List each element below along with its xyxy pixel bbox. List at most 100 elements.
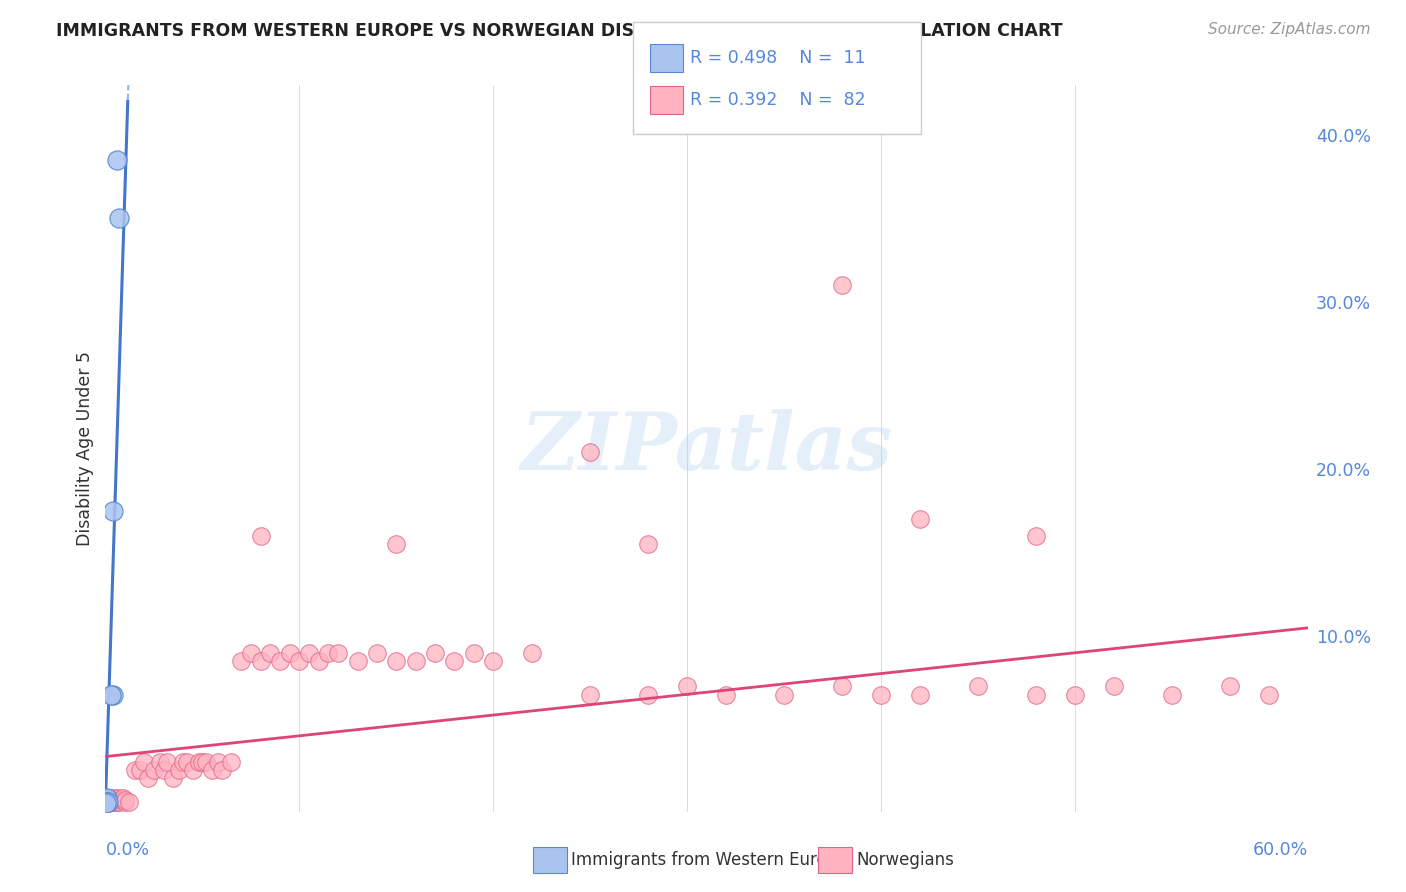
Point <box>98 795 121 809</box>
Point <box>637 688 659 702</box>
Point <box>100 791 122 805</box>
Point <box>105 153 128 167</box>
Point <box>96 795 118 809</box>
Point <box>162 772 184 786</box>
Point <box>1064 688 1087 702</box>
Text: Norwegians: Norwegians <box>856 851 955 869</box>
Point <box>181 763 204 777</box>
Point <box>118 795 141 809</box>
Point <box>114 795 136 809</box>
Point <box>105 793 128 807</box>
Point <box>176 755 198 769</box>
Point <box>870 688 893 702</box>
Point <box>366 646 388 660</box>
Text: Immigrants from Western Europe: Immigrants from Western Europe <box>571 851 848 869</box>
Point <box>278 646 301 660</box>
Point <box>1025 688 1047 702</box>
Point <box>96 793 118 807</box>
Point <box>96 793 118 807</box>
Point <box>221 755 243 769</box>
Point <box>134 755 156 769</box>
Point <box>98 793 121 807</box>
Point <box>443 654 465 668</box>
Point <box>326 646 349 660</box>
Text: 60.0%: 60.0% <box>1253 841 1308 859</box>
Point <box>405 654 427 668</box>
Point <box>100 795 122 809</box>
Point <box>207 755 229 769</box>
Point <box>908 512 931 526</box>
Point <box>103 688 125 702</box>
Point <box>831 679 853 693</box>
Point <box>156 755 179 769</box>
Point <box>124 763 146 777</box>
Point <box>231 654 253 668</box>
Point <box>211 763 233 777</box>
Point <box>96 795 118 809</box>
Point <box>676 679 699 693</box>
Point <box>298 646 321 660</box>
Point <box>167 763 190 777</box>
Point <box>239 646 262 660</box>
Point <box>96 791 118 805</box>
Point <box>249 529 271 543</box>
Point <box>201 763 224 777</box>
Point <box>97 795 120 809</box>
Point <box>773 688 796 702</box>
Point <box>249 654 271 668</box>
Y-axis label: Disability Age Under 5: Disability Age Under 5 <box>76 351 94 546</box>
Point <box>318 646 340 660</box>
Point <box>187 755 209 769</box>
Point <box>108 791 131 805</box>
Text: ZIPatlas: ZIPatlas <box>520 409 893 487</box>
Point <box>1219 679 1241 693</box>
Point <box>96 795 118 809</box>
Point <box>482 654 505 668</box>
Point <box>105 795 128 809</box>
Point <box>1102 679 1125 693</box>
Point <box>385 654 408 668</box>
Point <box>129 763 152 777</box>
Point <box>114 793 136 807</box>
Point <box>259 646 281 660</box>
Point <box>346 654 368 668</box>
Point <box>152 763 174 777</box>
Point <box>142 763 165 777</box>
Point <box>104 791 127 805</box>
Point <box>637 537 659 551</box>
Point <box>714 688 737 702</box>
Text: IMMIGRANTS FROM WESTERN EUROPE VS NORWEGIAN DISABILITY AGE UNDER 5 CORRELATION C: IMMIGRANTS FROM WESTERN EUROPE VS NORWEG… <box>56 22 1063 40</box>
Point <box>1160 688 1182 702</box>
Point <box>108 211 131 226</box>
Text: 0.0%: 0.0% <box>105 841 149 859</box>
Point <box>520 646 543 660</box>
Point <box>463 646 485 660</box>
Text: Source: ZipAtlas.com: Source: ZipAtlas.com <box>1208 22 1371 37</box>
Point <box>191 755 214 769</box>
Point <box>110 793 132 807</box>
Point <box>308 654 330 668</box>
Point <box>96 796 118 810</box>
Point <box>111 791 134 805</box>
Point <box>1025 529 1047 543</box>
Point <box>423 646 446 660</box>
Point <box>967 679 990 693</box>
Point <box>149 755 172 769</box>
Point <box>579 445 602 459</box>
Point <box>579 688 602 702</box>
Point <box>108 795 131 809</box>
Point <box>269 654 291 668</box>
Point <box>103 795 125 809</box>
Text: R = 0.392    N =  82: R = 0.392 N = 82 <box>690 91 866 109</box>
Point <box>831 278 853 293</box>
Point <box>103 504 125 518</box>
Point <box>908 688 931 702</box>
Point <box>195 755 218 769</box>
Point <box>288 654 311 668</box>
Point <box>172 755 194 769</box>
Point <box>100 688 122 702</box>
Text: R = 0.498    N =  11: R = 0.498 N = 11 <box>690 49 866 67</box>
Point <box>1257 688 1279 702</box>
Point <box>104 795 127 809</box>
Point <box>94 795 117 809</box>
